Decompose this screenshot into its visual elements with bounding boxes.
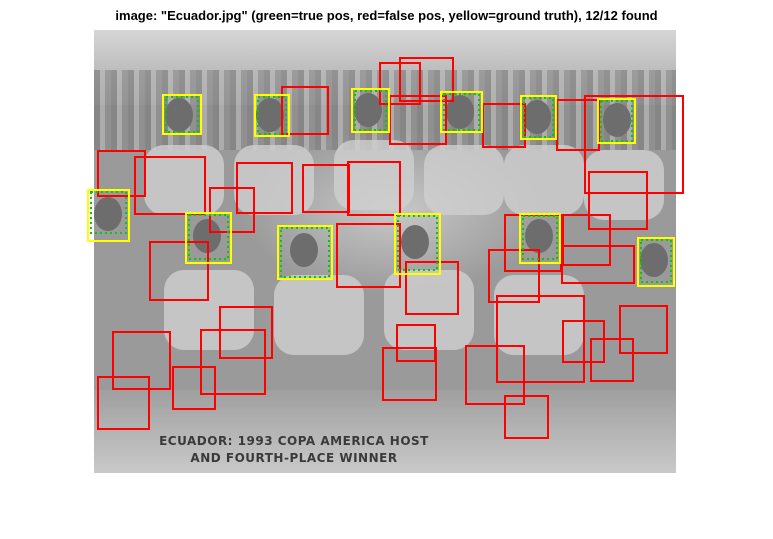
- ground-truth-boxes: [87, 88, 675, 287]
- false-positive-box: [504, 395, 549, 439]
- false-positive-box: [172, 366, 216, 410]
- photo-pitch: [94, 390, 676, 473]
- false-positive-box: [562, 320, 605, 363]
- false-positive-box: [336, 223, 401, 288]
- false-positive-box: [482, 103, 526, 148]
- ground-truth-box: [185, 212, 232, 264]
- figure-title: image: "Ecuador.jpg" (green=true pos, re…: [115, 8, 658, 23]
- ground-truth-box: [440, 91, 483, 133]
- false-positive-box: [200, 329, 266, 395]
- false-positive-box: [405, 261, 459, 315]
- false-positive-box: [619, 305, 668, 354]
- false-positive-box: [561, 245, 635, 284]
- false-positive-box: [97, 150, 146, 197]
- true-positive-boxes: [90, 90, 672, 283]
- true-positive-box: [443, 93, 480, 131]
- false-positive-box: [396, 324, 436, 362]
- photo-caption-line-1: ECUADOR: 1993 COPA AMERICA HOST: [159, 434, 429, 448]
- false-positive-box: [302, 164, 350, 213]
- false-positive-box: [556, 99, 600, 151]
- false-positive-box: [347, 161, 401, 216]
- true-positive-box: [522, 215, 558, 260]
- false-positive-box: [97, 376, 150, 430]
- ground-truth-box: [162, 94, 202, 135]
- ground-truth-box: [637, 237, 675, 287]
- false-positive-box: [496, 295, 585, 383]
- false-positive-box: [562, 214, 611, 266]
- true-positive-box: [188, 214, 229, 260]
- true-positive-box: [354, 90, 387, 131]
- false-positive-box: [281, 86, 329, 135]
- ground-truth-box: [520, 95, 557, 140]
- true-positive-box: [523, 97, 554, 138]
- true-positive-box: [90, 191, 127, 234]
- ground-truth-box: [351, 88, 390, 133]
- true-positive-box: [600, 100, 633, 142]
- true-positive-box: [280, 227, 330, 278]
- true-positive-box: [640, 239, 672, 283]
- false-positive-box: [134, 156, 206, 215]
- false-positive-box: [584, 95, 684, 194]
- true-positive-box: [397, 215, 438, 271]
- ground-truth-box: [597, 98, 636, 144]
- false-positive-box: [590, 338, 634, 382]
- false-positive-box: [219, 306, 273, 359]
- ground-truth-box: [254, 94, 290, 137]
- true-positive-box: [257, 96, 287, 135]
- ground-truth-box: [87, 189, 130, 242]
- ground-truth-box: [277, 225, 333, 280]
- false-positive-box: [149, 241, 209, 301]
- false-positive-box: [112, 331, 171, 390]
- photo-caption-line-2: AND FOURTH-PLACE WINNER: [190, 451, 398, 465]
- false-positive-box: [588, 171, 648, 230]
- false-positive-box: [382, 347, 437, 401]
- ground-truth-box: [394, 213, 441, 275]
- false-positive-box: [488, 249, 540, 303]
- true-positive-box: [165, 96, 199, 133]
- ground-truth-box: [519, 213, 561, 264]
- false-positive-box: [465, 345, 525, 405]
- false-positive-box: [399, 57, 454, 102]
